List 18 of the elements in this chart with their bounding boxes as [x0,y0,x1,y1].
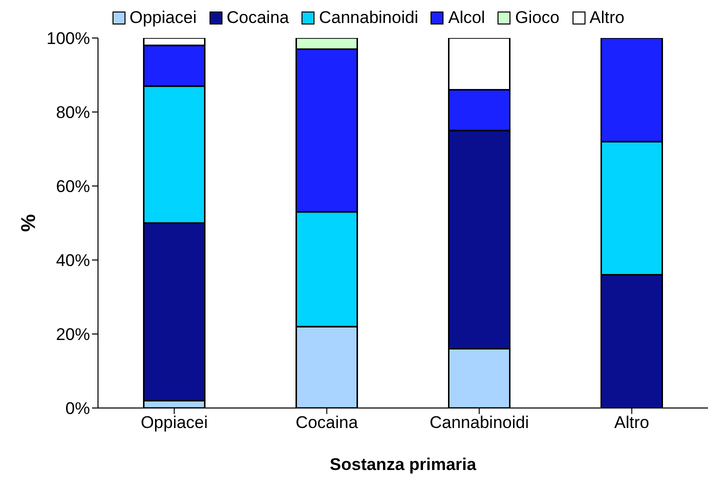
legend-label: Altro [590,8,624,28]
x-tick-label: Oppiacei [140,413,208,432]
y-tick-label: 100% [46,29,90,48]
y-tick-label: 20% [56,325,90,344]
legend-label: Alcol [448,8,486,28]
y-tick-label: 80% [56,103,90,122]
x-tick-label: Cannabinoidi [430,413,529,432]
y-tick-label: 0% [65,399,90,418]
legend-label: Oppiacei [130,8,197,28]
y-axis-title: % [18,214,40,232]
legend-label: Cocaina [226,8,289,28]
x-axis-title: Sostanza primaria [330,455,477,474]
legend-label: Cannabinoidi [318,8,418,28]
y-tick-label: 40% [56,251,90,270]
x-tick-label: Cocaina [296,413,358,432]
legend-label: Gioco [515,8,560,28]
x-tick-label: Altro [614,413,650,432]
y-tick-label: 60% [56,177,90,196]
